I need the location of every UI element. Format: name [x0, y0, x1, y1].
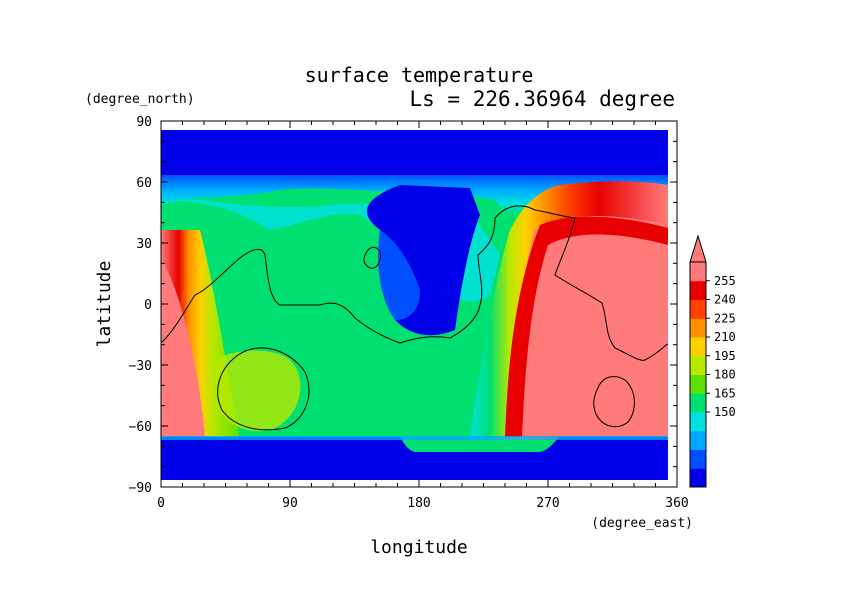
- y-tick-label: 0: [144, 298, 152, 313]
- cold-basin: [366, 185, 480, 336]
- colorbar-segment: [690, 393, 706, 413]
- topography-contours: [161, 205, 668, 431]
- colorbar: 150 165 180 195 210 225 240 255: [689, 234, 736, 488]
- colorbar-segment: [690, 280, 706, 300]
- chart-title: surface temperature: [305, 63, 534, 87]
- eastern-red-rim: [505, 216, 668, 437]
- axis-ticks: [160, 120, 678, 488]
- y-tick-label: −60: [129, 420, 152, 435]
- temperature-field: [161, 130, 668, 480]
- colorbar-tick-label: 210: [714, 330, 736, 344]
- x-tick-label: 270: [536, 496, 559, 511]
- x-tick-label: 180: [407, 496, 430, 511]
- colorbar-tick-label: 240: [714, 293, 736, 307]
- colorbar-tick-label: 225: [714, 311, 736, 325]
- x-tick-labels: 0 90 180 270 360: [157, 496, 689, 511]
- y-tick-label: −90: [129, 481, 152, 496]
- colorbar-segment: [690, 299, 706, 319]
- colorbar-tick-label: 150: [714, 405, 736, 419]
- colorbar-tick-label: 255: [714, 274, 736, 288]
- colorbar-extend-arrow: [689, 234, 707, 263]
- western-hot-core: [161, 258, 205, 437]
- argyre-contour: [593, 376, 635, 428]
- colorbar-tick-label: 195: [714, 349, 736, 363]
- y-tick-labels: 90 60 30 0 −30 −60 −90: [129, 115, 152, 496]
- colorbar-tick-label: 165: [714, 386, 736, 400]
- y-tick-label: 30: [136, 237, 152, 252]
- colorbar-segment: [690, 355, 706, 375]
- chart-subtitle: Ls = 226.36964 degree: [409, 87, 675, 111]
- x-unit-label: (degree_east): [591, 516, 693, 531]
- colorbar-segment: [690, 318, 706, 338]
- colorbar-segment: [690, 468, 706, 488]
- x-tick-label: 0: [157, 496, 165, 511]
- olympus-contour: [363, 246, 381, 269]
- colorbar-segment: [690, 449, 706, 469]
- north-polar-night: [161, 130, 668, 175]
- x-tick-label: 360: [665, 496, 688, 511]
- colorbar-segment: [690, 374, 706, 394]
- dichotomy-contour: [161, 205, 668, 361]
- hellas-contour: [217, 347, 310, 431]
- colorbar-segment: [690, 412, 706, 432]
- x-tick-label: 90: [282, 496, 298, 511]
- eastern-hot-core: [510, 215, 668, 437]
- y-axis-label: latitude: [94, 261, 115, 348]
- y-tick-label: 60: [136, 176, 152, 191]
- x-axis-label: longitude: [370, 537, 468, 558]
- colorbar-tick-label: 180: [714, 368, 736, 382]
- cold-basin-edge: [378, 230, 420, 320]
- colorbar-segment: [690, 430, 706, 450]
- y-tick-label: 90: [136, 115, 152, 130]
- colorbar-segment: [690, 337, 706, 357]
- south-polar-cap: [161, 437, 668, 480]
- colorbar-segment: [690, 262, 706, 282]
- polar-cap-edge: [161, 436, 668, 440]
- y-unit-label: (degree_north): [85, 92, 195, 107]
- yellow-green-patch: [215, 350, 301, 431]
- y-tick-label: −30: [129, 359, 152, 374]
